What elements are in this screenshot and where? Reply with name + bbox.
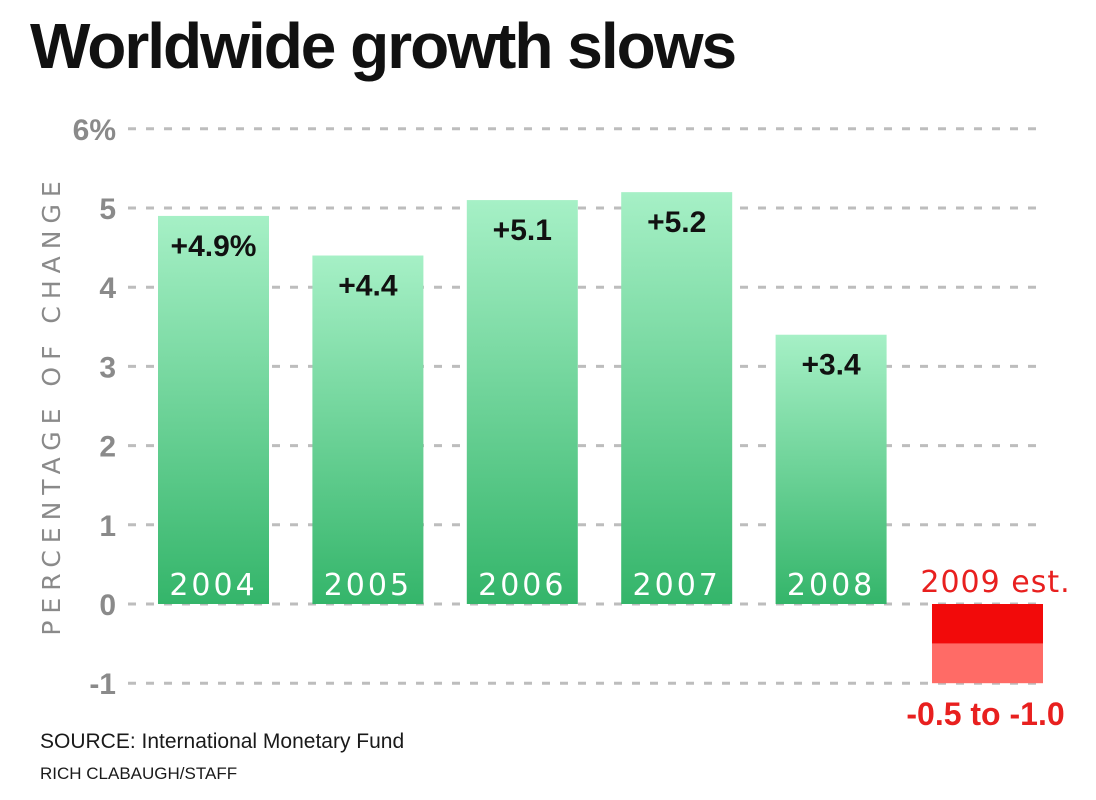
bar-value-label: +4.4 — [338, 270, 398, 303]
bar-2005 — [312, 255, 424, 604]
y-axis: 6% 5 4 3 2 1 0 -1 PERCENTAGE OF CHANGE — [37, 114, 116, 701]
estimate-category-label: 2009 est. — [920, 565, 1070, 600]
gridlines — [128, 127, 1040, 685]
y-axis-title: PERCENTAGE OF CHANGE — [37, 174, 66, 635]
estimate-bar-lower — [932, 643, 1043, 684]
estimate-bar-upper — [932, 604, 1043, 644]
y-tick-label: 0 — [99, 589, 116, 622]
y-tick-label: 4 — [99, 272, 116, 305]
bar-value-label: +4.9% — [171, 230, 257, 263]
credit-note: RICH CLABAUGH/STAFF — [40, 764, 238, 783]
y-tick-label: 5 — [99, 193, 116, 226]
y-tick-label: -1 — [89, 668, 116, 701]
bar-2008 — [775, 334, 887, 604]
y-tick-label: 6% — [73, 114, 116, 147]
bar-value-label: +5.1 — [493, 214, 552, 247]
bar-2006 — [466, 200, 578, 604]
y-tick-label: 2 — [99, 431, 116, 464]
bar-category-label: 2007 — [633, 568, 721, 603]
bar-value-label: +5.2 — [647, 206, 706, 239]
chart-title: Worldwide growth slows — [30, 10, 737, 82]
estimate-value-label: -0.5 to -1.0 — [906, 696, 1064, 732]
source-note: SOURCE: International Monetary Fund — [40, 730, 405, 753]
bar-category-label: 2004 — [169, 568, 257, 603]
bar-category-label: 2008 — [787, 568, 875, 603]
bar-category-label: 2005 — [324, 568, 412, 603]
y-tick-label: 1 — [99, 510, 116, 543]
bar-2007 — [621, 192, 733, 604]
y-tick-label: 3 — [99, 351, 116, 384]
estimate-bar-group: 2009 est. -0.5 to -1.0 — [906, 565, 1070, 732]
bar-value-label: +3.4 — [801, 349, 861, 382]
bars: +4.9% 2004 +4.4 2005 +5.1 2006 +5.2 2007 +3.4 200… — [158, 192, 887, 605]
bar-category-label: 2006 — [478, 568, 566, 603]
bar-2004 — [158, 215, 269, 605]
